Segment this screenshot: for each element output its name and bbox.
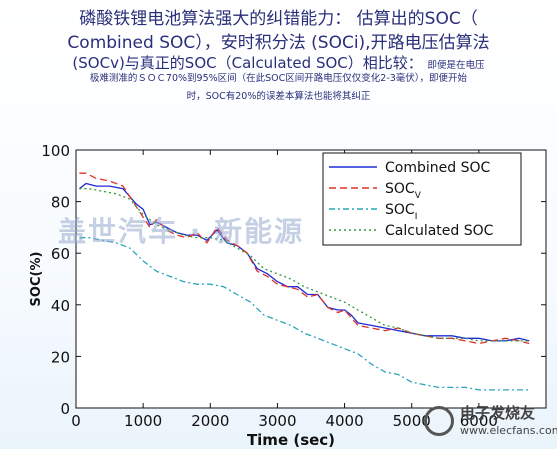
y-tick-label: 20 [51,348,70,366]
x-tick-label: 3000 [258,412,296,430]
heading-line-1: 磷酸铁锂电池算法强大的纠错能力： 估算出的SOC（ [79,9,478,29]
series-line-3 [79,188,530,342]
heading-line-3: (SOCv)与真正的SOC（Calculated SOC）相比较： 即便是在电压 [0,52,557,73]
x-tick-label: 2000 [191,412,229,430]
y-tick-label: 100 [41,142,70,160]
heading-line-3-text: (SOCv)与真正的SOC（Calculated SOC）相比较： [72,54,423,72]
logo-url: www.elecfans.com [460,424,557,437]
y-axis-label: SOC(%) [29,252,44,307]
chart-area: 0 20 40 60 80 100 0 1000 2000 3000 4000 5000 6000 Tim… [0,140,557,449]
heading-line-3-note: 即便是在电压 [427,60,485,71]
y-tick-label: 60 [51,245,70,263]
x-tick-label: 0 [71,412,81,430]
y-tick-label: 80 [51,194,70,212]
series-line-2 [79,237,530,391]
series-line-1 [79,172,530,345]
watermark: 盖世汽车 · 新能源 [58,215,305,248]
heading-line-2: Combined SOC），安时积分法 (SOCi),开路电压估算法 [67,33,490,53]
x-axis-label: Time (sec) [247,431,335,449]
x-tick-label: 5000 [393,412,431,430]
legend-label: SOCI [385,202,417,222]
heading-line-5: 时，SOC有20%的误差本算法也能将其纠正 [186,91,371,102]
logo: 电子发烧友 www.elecfans.com [420,402,557,446]
y-tick-label: 40 [51,297,70,315]
legend-label: Calculated SOC [385,223,494,239]
heading-line-4: 极难测准的ＳＯＣ70%到95%区间（在此SOC区间开路电压仅仅变化2-3毫伏），… [89,73,468,84]
legend-label: Combined SOC [385,160,490,176]
x-tick-label: 1000 [124,412,162,430]
logo-mark-icon [424,406,454,436]
y-tick-label: 0 [60,400,70,418]
legend-label: SOCV [385,181,422,201]
x-tick-label: 6000 [460,412,498,430]
logo-name: 电子发烧友 [460,404,536,422]
x-tick-label: 4000 [325,412,363,430]
